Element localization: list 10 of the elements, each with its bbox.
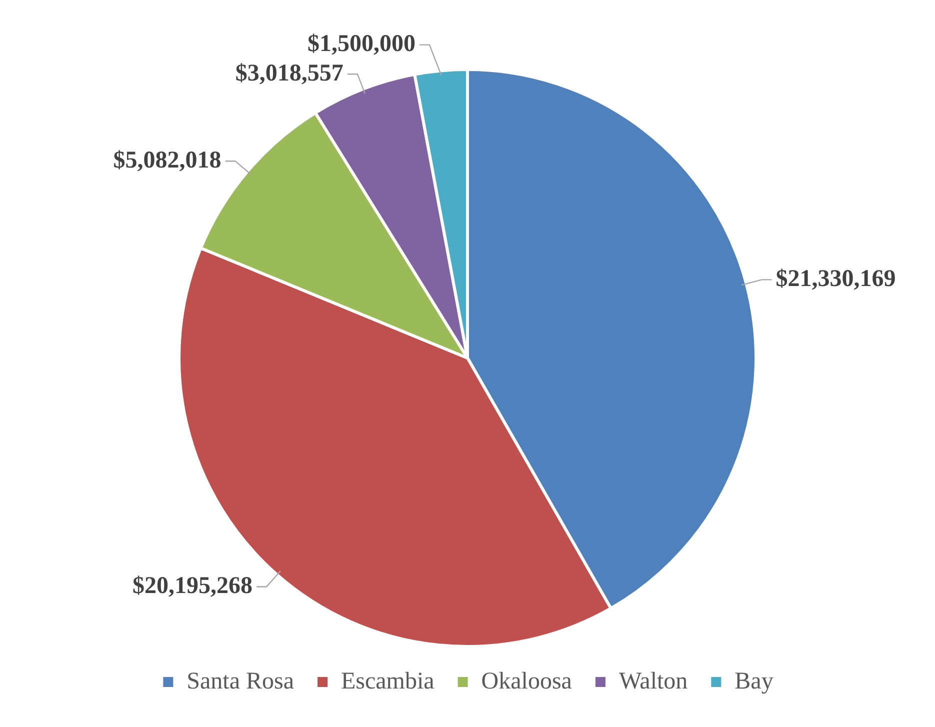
legend-label: Bay [734, 668, 774, 694]
data-label: $21,330,169 [776, 266, 896, 292]
data-label: $1,500,000 [307, 30, 416, 57]
data-label: $20,195,268 [132, 572, 253, 599]
legend-label: Santa Rosa [186, 668, 294, 694]
legend-label: Walton [618, 668, 688, 694]
data-label: $5,082,018 [113, 147, 222, 174]
data-label: $3,018,557 [235, 60, 344, 86]
legend-label: Okaloosa [481, 668, 572, 694]
legend-label: Escambia [341, 668, 435, 694]
